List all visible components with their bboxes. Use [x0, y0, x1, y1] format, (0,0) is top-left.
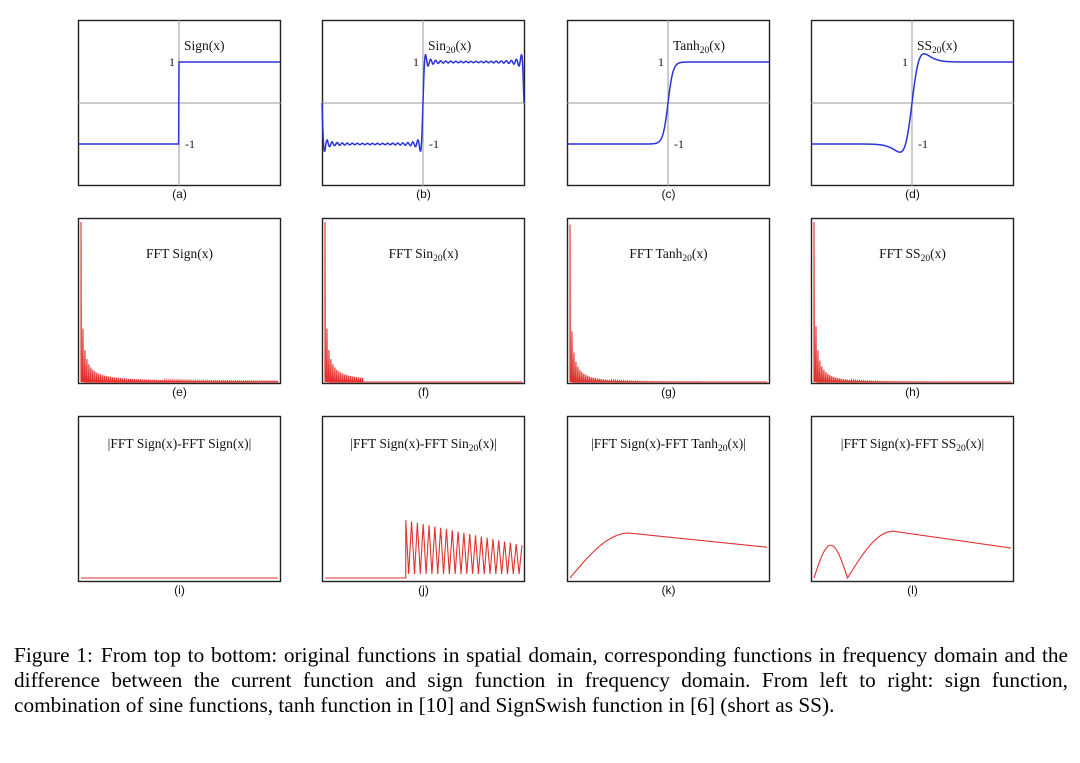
- panel-label: (j): [418, 583, 429, 597]
- chart-svg: |FFT Sign(x)-FFT Tanh20(x)| (k): [566, 415, 771, 597]
- caption-label: Figure 1:: [14, 643, 93, 668]
- panel-label: (d): [905, 187, 920, 201]
- chart-title: FFT Sign(x): [146, 246, 213, 261]
- chart-title: FFT Tanh20(x): [629, 246, 707, 264]
- y-tick-label: -1: [918, 137, 928, 151]
- panel-label: (g): [661, 385, 676, 399]
- function-curve: [567, 61, 769, 145]
- panel-g: FFT Tanh20(x) (g): [566, 217, 771, 404]
- chart-title: Sin20(x): [428, 38, 471, 56]
- panel-label: (i): [174, 583, 185, 597]
- chart-svg: FFT Sign(x) (e): [77, 217, 282, 399]
- panel-k: |FFT Sign(x)-FFT Tanh20(x)| (k): [566, 415, 771, 602]
- plot-frame: [77, 415, 282, 583]
- panel-f: FFT Sin20(x) (f): [321, 217, 526, 404]
- spectrum-curve: [569, 224, 768, 385]
- function-curve: [811, 53, 1013, 153]
- panel-label: (k): [662, 583, 676, 597]
- panel-a: Sign(x) (a) 1 -1: [77, 19, 282, 206]
- chart-title: |FFT Sign(x)-FFT Sin20(x)|: [350, 436, 496, 454]
- chart-svg: FFT SS20(x) (h): [810, 217, 1015, 399]
- chart-svg: |FFT Sign(x)-FFT SS20(x)| (l): [810, 415, 1015, 597]
- chart-title: FFT Sin20(x): [389, 246, 459, 264]
- y-tick-label: -1: [674, 137, 684, 151]
- panel-label: (c): [662, 187, 676, 201]
- plot-frame: [77, 217, 282, 385]
- difference-curve: [813, 530, 1012, 580]
- y-tick-label: 1: [902, 55, 908, 69]
- y-tick-label: -1: [429, 137, 439, 151]
- difference-curve: [325, 520, 523, 579]
- panel-label: (h): [905, 385, 920, 399]
- chart-title: FFT SS20(x): [879, 246, 946, 264]
- chart-svg: FFT Sin20(x) (f): [321, 217, 526, 399]
- chart-title: Sign(x): [184, 38, 225, 53]
- chart-svg: |FFT Sign(x)-FFT Sin20(x)| (j): [321, 415, 526, 597]
- function-curve: [321, 54, 525, 152]
- chart-svg: Sign(x) (a) 1 -1: [77, 19, 282, 201]
- panel-i: |FFT Sign(x)-FFT Sign(x)| (i): [77, 415, 282, 602]
- plot-frame: [321, 217, 526, 385]
- plot-frame: [566, 415, 771, 583]
- chart-title: |FFT Sign(x)-FFT SS20(x)|: [841, 436, 984, 454]
- panel-label: (l): [907, 583, 918, 597]
- panel-label: (b): [416, 187, 431, 201]
- panel-d: SS20(x) (d) 1 -1: [810, 19, 1015, 206]
- spectrum-curve: [813, 221, 1012, 384]
- chart-svg: SS20(x) (d) 1 -1: [810, 19, 1015, 201]
- y-tick-label: -1: [185, 137, 195, 151]
- difference-curve: [569, 532, 768, 579]
- figure-caption: Figure 1: From top to bottom: original fu…: [14, 643, 1068, 718]
- panel-j: |FFT Sign(x)-FFT Sin20(x)| (j): [321, 415, 526, 602]
- plot-frame: [810, 217, 1015, 385]
- panel-c: Tanh20(x) (c) 1 -1: [566, 19, 771, 206]
- chart-svg: |FFT Sign(x)-FFT Sign(x)| (i): [77, 415, 282, 597]
- chart-title: Tanh20(x): [673, 38, 725, 56]
- plot-frame: [321, 415, 526, 583]
- panel-e: FFT Sign(x) (e): [77, 217, 282, 404]
- panel-l: |FFT Sign(x)-FFT SS20(x)| (l): [810, 415, 1015, 602]
- panel-label: (a): [172, 187, 187, 201]
- caption-text: From top to bottom: original functions i…: [14, 643, 1068, 718]
- y-tick-label: 1: [658, 55, 664, 69]
- panel-label: (e): [172, 385, 187, 399]
- spectrum-curve: [80, 221, 279, 384]
- panel-b: Sin20(x) (b) 1 -1: [321, 19, 526, 206]
- chart-title: SS20(x): [917, 38, 957, 56]
- spectrum-curve: [324, 221, 523, 384]
- y-tick-label: 1: [169, 55, 175, 69]
- chart-svg: Sin20(x) (b) 1 -1: [321, 19, 526, 201]
- panel-h: FFT SS20(x) (h): [810, 217, 1015, 404]
- y-tick-label: 1: [413, 55, 419, 69]
- plot-frame: [566, 217, 771, 385]
- figure-grid: Sign(x) (a) 1 -1 Sin20(x) (b) 1 -1 Tanh20(x) (c) 1…: [77, 19, 1015, 602]
- chart-svg: Tanh20(x) (c) 1 -1: [566, 19, 771, 201]
- chart-title: |FFT Sign(x)-FFT Sign(x)|: [108, 436, 252, 451]
- panel-label: (f): [418, 385, 429, 399]
- function-curve: [78, 61, 280, 145]
- chart-svg: FFT Tanh20(x) (g): [566, 217, 771, 399]
- chart-title: |FFT Sign(x)-FFT Tanh20(x)|: [591, 436, 746, 454]
- plot-frame: [810, 415, 1015, 583]
